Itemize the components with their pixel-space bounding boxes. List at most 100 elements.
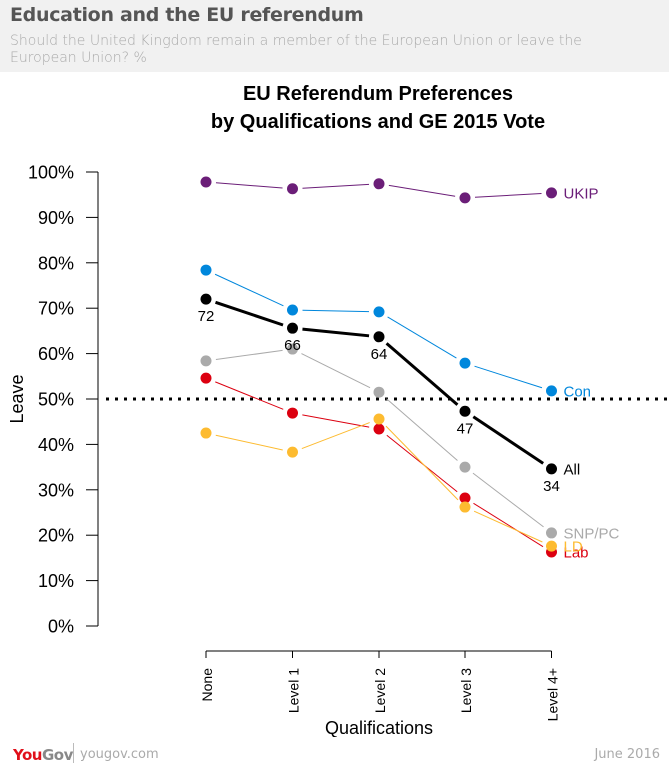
data-point (200, 176, 212, 188)
x-tick-label: Level 2 (372, 668, 388, 713)
series-segment (302, 414, 370, 428)
series-segment (302, 309, 370, 313)
series-label: UKIP (564, 185, 599, 202)
series-segment (301, 422, 370, 450)
data-label: 34 (543, 478, 560, 495)
page-title: Education and the EU referendum (10, 4, 364, 26)
chart-title-line2: by Qualifications and GE 2015 Vote (211, 111, 545, 133)
data-point (546, 527, 557, 539)
data-label: 72 (198, 308, 215, 325)
series-segment (472, 415, 545, 465)
data-point (546, 540, 557, 552)
line-chart: EU Referendum Preferences by Qualificati… (7, 83, 669, 737)
data-label: 47 (457, 420, 474, 437)
series-segment (215, 434, 283, 451)
series-segment (473, 502, 544, 548)
y-tick-label: 0% (48, 617, 74, 637)
footer-divider (73, 743, 74, 763)
data-point (373, 306, 385, 318)
yougov-logo[interactable]: YouGov (13, 746, 73, 764)
y-tick-label: 100% (28, 163, 74, 183)
data-label: 66 (284, 337, 301, 354)
series-segment (472, 472, 544, 528)
series-segment (302, 183, 370, 189)
series-ld: LD (200, 413, 583, 556)
y-tick-label: 50% (38, 390, 74, 410)
series-segment (301, 353, 371, 389)
data-point (287, 343, 298, 355)
series-segment (215, 300, 284, 327)
data-point (373, 331, 385, 343)
y-tick-label: 20% (38, 526, 74, 546)
series-segment (385, 342, 459, 406)
series-label: SNP/PC (564, 525, 620, 542)
data-point (287, 446, 298, 458)
data-point (459, 405, 471, 417)
series-segment (302, 327, 370, 338)
x-tick-label: None (199, 668, 215, 702)
series-label: All (564, 461, 581, 478)
y-tick-label: 80% (38, 253, 74, 273)
data-point (459, 492, 471, 504)
data-point (373, 178, 385, 190)
x-axis-label: Qualifications (325, 718, 433, 737)
footer-url-link[interactable]: yougov.com (80, 747, 159, 762)
data-point (200, 264, 212, 276)
series-snp-pc: SNP/PC (200, 343, 620, 542)
series-segment (215, 349, 283, 361)
series-segment (386, 398, 458, 461)
y-tick-label: 60% (38, 344, 74, 364)
series-lab: Lab (200, 372, 589, 561)
data-point (287, 322, 298, 334)
data-point (373, 386, 385, 398)
data-point (200, 355, 212, 367)
x-tick-label: Level 1 (286, 668, 302, 713)
data-point (200, 372, 212, 384)
data-point (546, 463, 557, 475)
y-axis: 0% 10% 20% 30% 40% 50% 60% 70% 80% 90% 100% (28, 163, 99, 637)
data-point (200, 427, 212, 439)
series-segment (215, 381, 284, 410)
series-segment (214, 273, 284, 307)
series-label: Lab (564, 544, 589, 561)
series-segment (473, 510, 543, 543)
series-segment (474, 192, 542, 198)
series-label: Con (564, 383, 592, 400)
footer-date: June 2016 (594, 747, 660, 762)
series-con: Con (200, 264, 592, 400)
data-point (287, 304, 298, 316)
y-tick-label: 90% (38, 208, 74, 228)
data-point (287, 407, 298, 419)
series-segment (385, 425, 459, 501)
y-tick-label: 40% (38, 435, 74, 455)
data-point (459, 461, 471, 473)
data-point (459, 192, 471, 204)
x-tick-label: Level 4+ (545, 668, 561, 721)
data-point (546, 187, 557, 199)
chart-title: EU Referendum Preferences (243, 83, 513, 105)
series-segment (215, 182, 283, 189)
data-label: 64 (371, 346, 388, 363)
data-point (200, 293, 212, 305)
data-point (546, 385, 557, 397)
page-subtitle: Should the United Kingdom remain a membe… (10, 33, 582, 66)
y-axis-label: Leave (7, 374, 27, 423)
data-point (459, 357, 471, 369)
series-ukip: UKIP (200, 176, 599, 204)
series-segment (388, 184, 456, 197)
data-point (459, 501, 471, 513)
data-point (287, 183, 298, 195)
y-tick-label: 10% (38, 571, 74, 591)
series-label: LD (564, 539, 583, 556)
data-point (373, 413, 385, 425)
x-tick-label: Level 3 (458, 668, 474, 713)
data-point (373, 423, 385, 435)
header: Education and the EU referendum Should t… (0, 0, 669, 72)
y-tick-label: 70% (38, 299, 74, 319)
y-tick-label: 30% (38, 480, 74, 500)
x-axis: None Level 1 Level 2 Level 3 Level 4+ (199, 650, 561, 721)
series-all: All 72 66 64 47 34 (198, 293, 581, 495)
series-segment (474, 365, 543, 389)
series-segment (387, 316, 457, 359)
